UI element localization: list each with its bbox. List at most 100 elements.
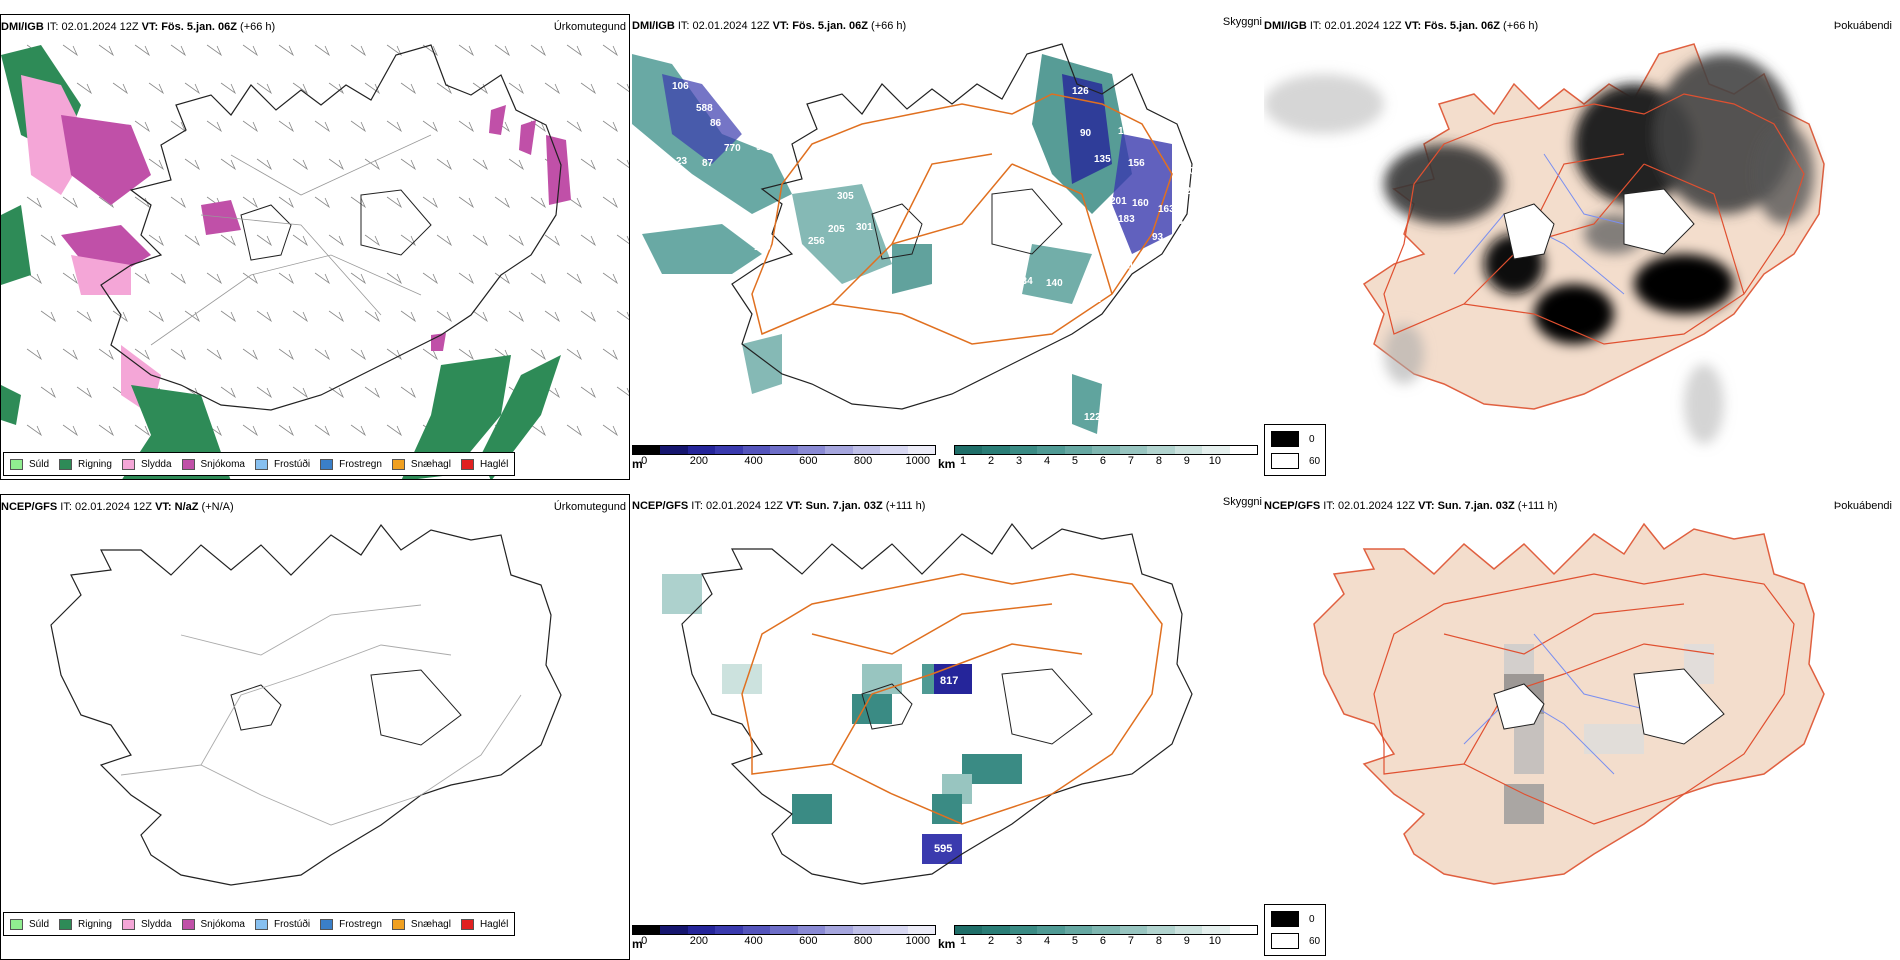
wind-barb — [602, 348, 619, 361]
legend-item: Snjókoma — [181, 918, 245, 930]
wind-barb — [314, 424, 331, 437]
iceland-coastline — [100, 44, 562, 411]
colorbar-tick: 7 — [1127, 455, 1134, 467]
wind-barb — [242, 424, 259, 437]
legend-label: Súld — [29, 918, 50, 930]
wind-barb — [422, 196, 439, 209]
legend-swatch — [391, 918, 405, 930]
wind-barb — [458, 44, 475, 57]
visibility-value-label: 381 — [1084, 294, 1101, 305]
wind-barb — [256, 82, 273, 95]
wind-barb — [242, 196, 259, 209]
colorbar-tick: 600 — [799, 455, 818, 467]
wind-barb — [278, 120, 295, 133]
legend-item: Snæhagl — [391, 458, 451, 470]
wind-barb — [580, 386, 597, 399]
wind-barb — [26, 348, 43, 361]
visibility-value-label: 130 — [1118, 126, 1135, 137]
legend-label: Frostúði — [273, 918, 311, 930]
init-time: IT: 02.01.2024 12Z — [43, 21, 142, 33]
wind-barb — [544, 82, 561, 95]
wind-barb — [314, 348, 331, 361]
wind-barb — [602, 196, 619, 209]
visibility-value-label: 24 — [1122, 262, 1134, 273]
panel-header: DMI/IGB IT: 02.01.2024 12Z VT: Fös. 5.ja… — [1264, 20, 1538, 32]
colorbar-tick: 7 — [1127, 935, 1134, 947]
colorbar-cell — [1009, 926, 1038, 934]
visibility-legend-km: 1 2 3 4 5 6 7 8 9 10 — [954, 445, 1258, 469]
lead-time: (+66 h) — [1500, 20, 1539, 32]
legend-swatch — [254, 918, 268, 930]
colorbar-tick: 10 — [1208, 935, 1221, 947]
wind-barb — [544, 310, 561, 323]
legend-label: Haglél — [479, 458, 509, 470]
colorbar-cell — [1202, 926, 1230, 934]
visibility-value-label: 770 — [724, 143, 741, 154]
legend-label: Snjókoma — [200, 918, 245, 930]
wind-barb — [314, 120, 331, 133]
legend-unit-m: m — [632, 457, 643, 471]
init-time: IT: 02.01.2024 12Z — [688, 500, 787, 512]
wind-barb — [458, 272, 475, 285]
visibility-value-label: 134 — [1172, 216, 1189, 227]
visibility-value-label: 186 — [1140, 250, 1157, 261]
colorbar-cell — [955, 926, 983, 934]
wind-barb — [602, 272, 619, 285]
wind-barb — [220, 310, 237, 323]
visibility-value-label: 140 — [1046, 278, 1063, 289]
wind-barb — [314, 44, 331, 57]
wind-barb — [134, 44, 151, 57]
legend-item: 60 — [1271, 933, 1320, 949]
legend-label: Haglél — [479, 918, 509, 930]
wind-barb — [134, 120, 151, 133]
colorbar-cell — [715, 446, 743, 454]
wind-barb — [566, 120, 583, 133]
wind-barb — [76, 386, 93, 399]
colorbar-tick: 5 — [1071, 935, 1079, 947]
road-network — [751, 93, 1173, 345]
visibility-value-label: 156 — [1128, 158, 1145, 169]
wind-barb — [580, 310, 597, 323]
wind-barb — [602, 120, 619, 133]
precip-type-legend: Súld Rigning Slydda Snjókoma Frostúði Frostre… — [3, 912, 516, 936]
visibility-field — [632, 54, 1172, 434]
visibility-value-label: 201 — [1110, 196, 1127, 207]
wind-barb — [566, 196, 583, 209]
visibility-value-label: 100 — [754, 242, 771, 253]
wind-barb — [328, 82, 345, 95]
colorbar-tick: 9 — [1183, 455, 1190, 467]
colorbar-cell — [1174, 446, 1203, 454]
panel-header: DMI/IGB IT: 02.01.2024 12Z VT: Fös. 5.ja… — [1, 21, 275, 33]
legend-item: Frostúði — [254, 918, 311, 930]
visibility-legend-m: 0 200 400 600 800 1000 — [632, 445, 936, 469]
legend-label: 60 — [1309, 455, 1321, 467]
wind-barb — [530, 424, 547, 437]
visibility-value-label: 588 — [696, 103, 713, 114]
lead-time: (+66 h) — [237, 21, 276, 33]
wind-barb — [566, 44, 583, 57]
legend-swatch — [59, 918, 73, 930]
visibility-value-label: 305 — [837, 191, 854, 202]
wind-barb — [170, 196, 187, 209]
wind-barb — [62, 44, 79, 57]
wind-barb — [328, 310, 345, 323]
panel-dmi-visibility: 106 588 86 645 770 978 87 97 23 305 301 205 256 100 12… — [632, 14, 1262, 480]
wind-barb — [580, 234, 597, 247]
valid-time: VT: Fös. 5.jan. 06Z — [772, 20, 868, 32]
fog-legend: 0 60 — [1264, 424, 1326, 476]
panel-header: DMI/IGB IT: 02.01.2024 12Z VT: Fös. 5.ja… — [632, 20, 906, 32]
valid-time: VT: Sun. 7.jan. 03Z — [786, 500, 883, 512]
colorbar-cell — [880, 446, 908, 454]
colorbar-cell — [633, 926, 661, 934]
wind-barb — [76, 82, 93, 95]
colorbar-tick: 400 — [744, 455, 763, 467]
init-time: IT: 02.01.2024 12Z — [674, 20, 773, 32]
colorbar-tick: 800 — [853, 455, 873, 467]
legend-item: Snjókoma — [181, 458, 245, 470]
legend-label: Snæhagl — [410, 918, 451, 930]
colorbar-cell — [825, 446, 853, 454]
legend-swatch — [460, 458, 474, 470]
legend-item: Rigning — [59, 458, 112, 470]
wind-barb — [400, 82, 417, 95]
